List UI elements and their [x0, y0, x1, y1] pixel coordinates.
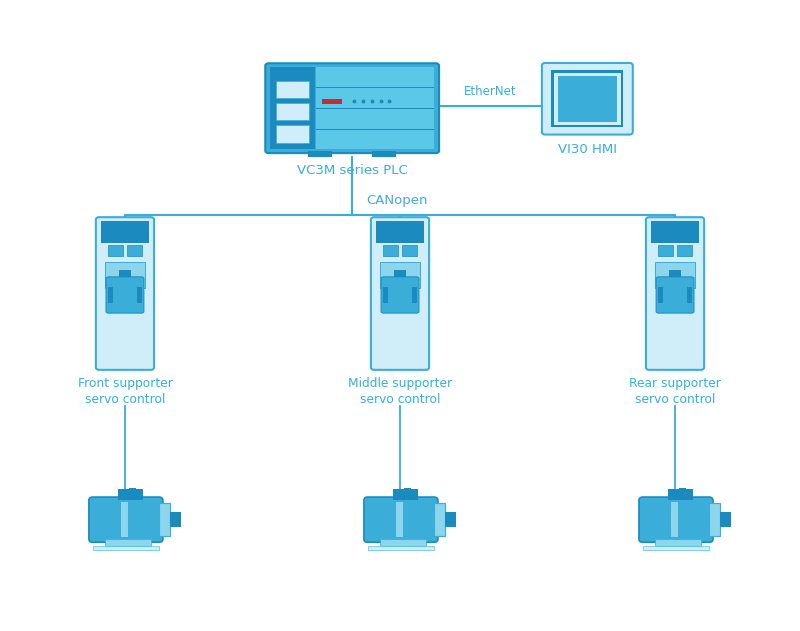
Bar	[396, 502, 402, 537]
Bar	[376, 221, 424, 242]
Bar	[106, 262, 145, 288]
Bar	[159, 503, 170, 536]
Bar	[126, 245, 142, 256]
Bar	[380, 539, 426, 546]
Bar	[276, 103, 309, 121]
Bar	[558, 76, 617, 122]
Bar	[105, 539, 150, 546]
Bar	[101, 221, 150, 242]
Text: Middle supporter
servo control: Middle supporter servo control	[348, 377, 452, 406]
Bar	[668, 489, 694, 500]
Text: CANopen: CANopen	[366, 194, 428, 208]
FancyBboxPatch shape	[89, 497, 163, 542]
FancyBboxPatch shape	[364, 497, 438, 542]
FancyBboxPatch shape	[542, 63, 633, 134]
Bar	[434, 503, 445, 536]
Text: Front supporter
servo control: Front supporter servo control	[78, 377, 172, 406]
Bar	[402, 245, 417, 256]
FancyBboxPatch shape	[266, 63, 439, 153]
Bar	[720, 512, 731, 527]
Bar	[554, 73, 621, 125]
Bar	[655, 539, 701, 546]
Bar	[129, 488, 136, 495]
Bar	[108, 245, 123, 256]
Bar	[393, 489, 418, 500]
Bar	[308, 151, 332, 157]
FancyBboxPatch shape	[106, 277, 144, 313]
FancyBboxPatch shape	[646, 217, 704, 370]
Bar	[678, 488, 686, 495]
Bar	[412, 287, 417, 303]
Text: EtherNet: EtherNet	[464, 85, 517, 98]
Bar	[383, 287, 388, 303]
Text: VI30 HMI: VI30 HMI	[558, 143, 617, 156]
Bar	[118, 489, 143, 500]
FancyBboxPatch shape	[656, 277, 694, 313]
FancyBboxPatch shape	[371, 217, 429, 370]
Bar	[380, 262, 420, 288]
FancyBboxPatch shape	[381, 277, 419, 313]
Bar	[93, 546, 159, 550]
Bar	[316, 67, 434, 150]
Bar	[445, 512, 456, 527]
Bar	[276, 125, 309, 143]
Bar	[650, 221, 699, 242]
Text: VC3M series PLC: VC3M series PLC	[297, 165, 407, 177]
Bar	[322, 99, 342, 104]
Bar	[671, 502, 678, 537]
Bar	[119, 269, 130, 277]
Bar	[270, 67, 315, 150]
Bar	[677, 245, 692, 256]
Bar	[383, 245, 398, 256]
FancyBboxPatch shape	[96, 217, 154, 370]
Bar	[170, 512, 181, 527]
Bar	[709, 503, 720, 536]
Bar	[368, 546, 434, 550]
Bar	[394, 269, 406, 277]
Bar	[276, 81, 309, 98]
Bar	[670, 269, 681, 277]
Bar	[108, 287, 113, 303]
FancyBboxPatch shape	[639, 497, 713, 542]
Bar	[137, 287, 142, 303]
Bar	[122, 502, 128, 537]
Text: Rear supporter
servo control: Rear supporter servo control	[629, 377, 721, 406]
Bar	[658, 245, 674, 256]
Bar	[372, 151, 396, 157]
Bar	[404, 488, 411, 495]
Bar	[551, 71, 623, 127]
Bar	[687, 287, 692, 303]
Bar	[658, 287, 663, 303]
Bar	[643, 546, 709, 550]
Bar	[655, 262, 694, 288]
